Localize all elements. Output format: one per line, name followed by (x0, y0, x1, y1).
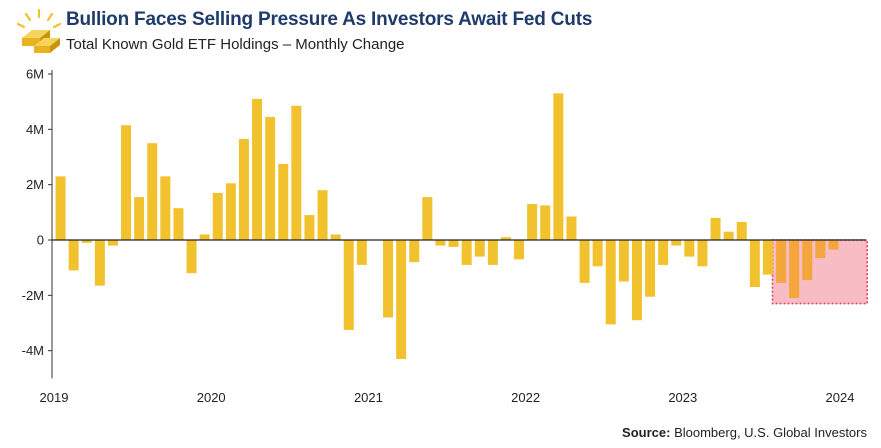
bar-2020-12 (356, 240, 367, 265)
bar-2021-06 (435, 240, 446, 246)
bar-series (55, 93, 839, 359)
bar-2020-01 (212, 192, 223, 240)
bar-2019-05 (107, 240, 118, 246)
bar-2020-04 (252, 98, 263, 241)
bar-2019-04 (94, 240, 105, 286)
bar-2023-03 (710, 217, 721, 240)
x-tick-label: 2024 (826, 390, 855, 405)
bar-2023-08 (776, 240, 787, 283)
bar-2020-06 (278, 163, 289, 240)
source-text: Bloomberg, U.S. Global Investors (674, 425, 867, 440)
bar-2022-07 (605, 240, 616, 325)
chart-subtitle: Total Known Gold ETF Holdings – Monthly … (66, 36, 405, 53)
x-axis-ticks: 2019 2020 2021 2022 2023 2024 (40, 390, 855, 405)
x-tick-label: 2020 (197, 390, 226, 405)
bar-2020-03 (238, 139, 249, 240)
bar-2019-10 (173, 208, 184, 240)
y-tick-label: 4M (26, 122, 44, 137)
bar-2021-11 (500, 237, 511, 240)
bar-2019-07 (134, 197, 145, 240)
bar-2023-07 (762, 240, 773, 275)
bar-2020-10 (330, 234, 341, 240)
bar-2021-02 (383, 240, 394, 318)
bar-2022-01 (527, 204, 538, 240)
bar-2022-10 (645, 240, 656, 297)
bar-2021-07 (448, 240, 459, 247)
bar-2023-10 (802, 240, 813, 281)
bar-2020-07 (291, 105, 302, 240)
x-tick-label: 2019 (40, 390, 69, 405)
bar-2022-12 (671, 240, 682, 246)
bar-2023-02 (697, 240, 708, 267)
bar-2019-08 (147, 143, 158, 240)
bar-2023-11 (815, 240, 826, 258)
source-label: Source: (622, 425, 671, 440)
bar-2019-12 (199, 234, 210, 240)
bar-2022-04 (566, 216, 577, 240)
bar-2019-11 (186, 240, 197, 274)
bar-2021-10 (487, 240, 498, 265)
bar-2021-05 (422, 197, 433, 240)
bar-2019-06 (121, 125, 132, 240)
bar-2020-08 (304, 215, 315, 240)
bar-2021-03 (396, 240, 407, 359)
bar-2023-04 (723, 231, 734, 240)
bar-2023-09 (789, 240, 800, 299)
y-tick-label: -2M (22, 288, 44, 303)
bar-2023-05 (736, 222, 747, 240)
bar-2020-02 (225, 183, 236, 240)
bar-2022-05 (579, 240, 590, 283)
bar-2022-02 (540, 205, 551, 240)
bar-2023-01 (684, 240, 695, 257)
bar-2019-09 (160, 176, 171, 240)
bar-2021-12 (514, 240, 525, 260)
y-tick-label: 6M (26, 67, 44, 82)
bar-2023-12 (828, 240, 839, 250)
source-note: Source: Bloomberg, U.S. Global Investors (622, 425, 867, 440)
y-tick-label: 2M (26, 177, 44, 192)
bar-2019-02 (68, 240, 79, 271)
bar-2022-06 (592, 240, 603, 267)
bar-2022-08 (618, 240, 629, 282)
x-tick-label: 2023 (668, 390, 697, 405)
x-tick-label: 2021 (354, 390, 383, 405)
bar-2021-09 (474, 240, 485, 257)
bar-2020-09 (317, 190, 328, 240)
x-tick-label: 2022 (511, 390, 540, 405)
bar-2021-08 (461, 240, 472, 265)
chart-title: Bullion Faces Selling Pressure As Invest… (66, 9, 593, 30)
bar-2019-01 (55, 176, 66, 240)
bar-2022-09 (631, 240, 642, 321)
y-tick-label: -4M (22, 343, 44, 358)
bar-2022-03 (553, 93, 564, 241)
bar-2022-11 (658, 240, 669, 265)
bar-2021-04 (409, 240, 420, 263)
bar-2023-06 (749, 240, 760, 288)
bar-2020-05 (265, 116, 276, 240)
y-tick-label: 0 (37, 233, 44, 248)
y-axis-ticks: 6M 4M 2M 0 -2M -4M (22, 67, 52, 358)
bar-2020-11 (343, 240, 354, 330)
bar-2019-03 (81, 240, 92, 243)
chart-header: Bullion Faces Selling Pressure As Invest… (14, 6, 874, 62)
gold-bars-logo-icon (16, 8, 62, 53)
